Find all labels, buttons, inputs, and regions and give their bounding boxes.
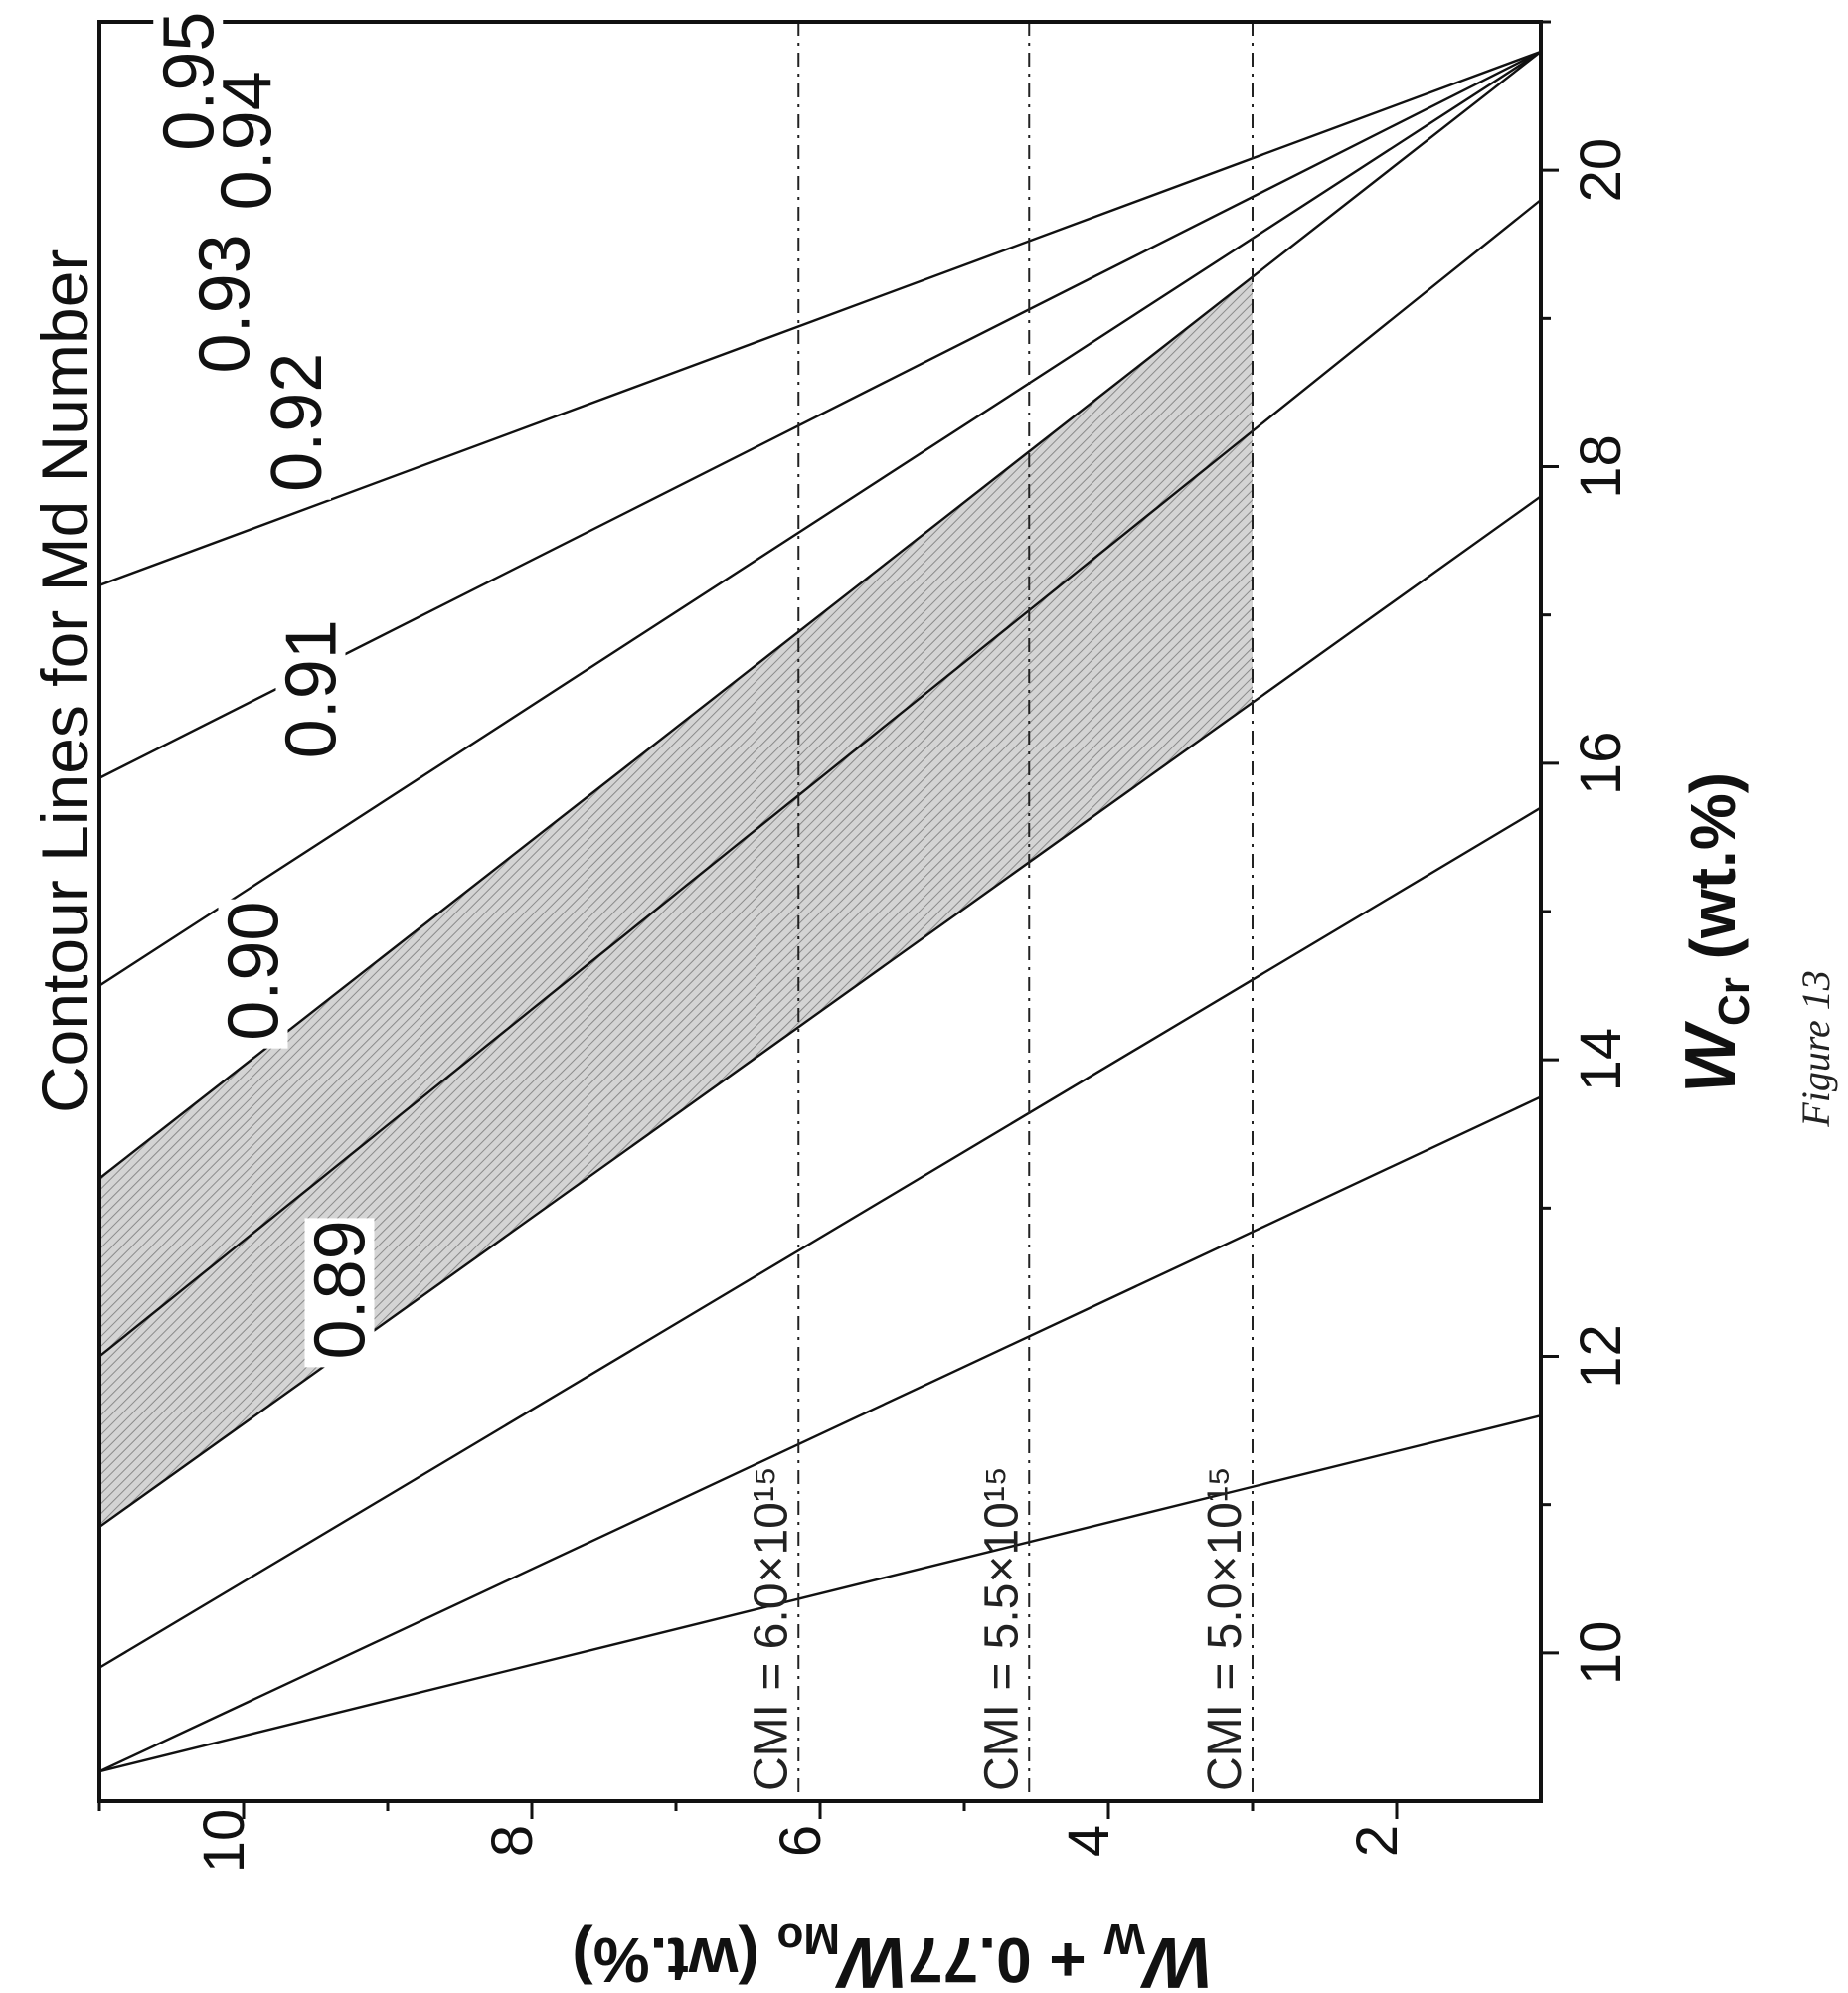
plot-group: 10 12 14 16 18 20 2 4 6 8 10 CMI = 6.0×10¹⁵ CMI = 5… [97,9,1633,1874]
y-axis-title-sub2: Mo [777,1914,841,1963]
shaded-region [99,276,1253,1528]
x-tick-label: 14 [1569,1028,1633,1092]
y-axis-title-base1: W [1139,1922,1213,1993]
contour-label-bg [275,617,346,767]
contour-labels: CMI = 6.0×10¹⁵ CMI = 5.5×10¹⁵ CMI = 5.0×10… [149,9,1252,1791]
contour-label-bg [153,9,224,159]
contour-label-0.95: 0.95 [149,12,229,151]
chart-title: Contour Lines for Md Number [28,249,101,1113]
cmi-lines [797,22,1254,1801]
y-tick-label: 4 [1057,1825,1121,1857]
y-axis-title: WW + 0.77WMo (wt.%) [572,1914,1213,1993]
y-tick-label: 10 [192,1809,256,1874]
y-axis-title-sub1: W [1103,1914,1145,1963]
contour-label-0.90: 0.90 [215,902,294,1041]
contour-lines [99,50,1541,1773]
x-axis-title-suffix: (wt.%) [1677,772,1749,977]
x-axis-title-base: W [1671,1020,1751,1093]
x-tick-label: 10 [1569,1621,1633,1686]
contour-line-0.93 [99,50,1541,1180]
contour-label-0.89: 0.89 [301,1220,381,1359]
y-axis-title-base2: W [834,1922,908,1993]
contour-label-bg [189,232,259,382]
contour-line-extra-0 [99,1414,1541,1773]
y-tick-label: 8 [480,1825,545,1857]
y-axis-title-mid: + 0.77 [908,1924,1104,1993]
contour-label-bg [218,899,288,1049]
contour-line-extra-8 [99,50,1541,586]
x-axis-title: WCr (wt.%) [1671,772,1759,1093]
x-tick-label: 20 [1569,138,1633,203]
x-axis-title-sub: Cr [1710,977,1759,1026]
shaded-band [99,276,1253,1528]
contour-line-0.90 [99,806,1541,1669]
y-tick-label: 2 [1345,1825,1410,1857]
axis-ticks: 10 12 14 16 18 20 2 4 6 8 10 [97,20,1633,1874]
y-axis-title-suffix: (wt.%) [572,1924,776,1993]
contour-line-0.94 [99,50,1541,987]
x-tick-label: 16 [1569,732,1633,796]
cmi-label-2: CMI = 5.5×10¹⁵ [975,1466,1028,1791]
cmi-label-3: CMI = 5.0×10¹⁵ [1199,1466,1252,1791]
x-tick-label: 12 [1569,1324,1633,1389]
contour-line-0.89 [99,1095,1541,1773]
contour-label-bg [261,350,331,500]
figure-caption: Figure 13 [1793,970,1838,1127]
contour-label-0.93: 0.93 [186,234,265,373]
x-tick-label: 18 [1569,434,1633,499]
contour-label-0.91: 0.91 [272,619,352,758]
contour-label-bg [304,1218,375,1368]
contour-line-0.92 [99,199,1541,1358]
cmi-label-1: CMI = 6.0×10¹⁵ [745,1466,797,1791]
y-tick-label: 6 [768,1825,833,1857]
contour-label-0.92: 0.92 [257,353,337,492]
